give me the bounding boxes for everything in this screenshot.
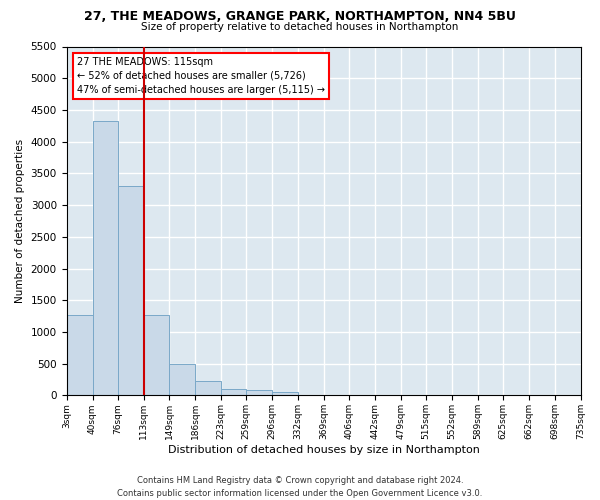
Text: Size of property relative to detached houses in Northampton: Size of property relative to detached ho… <box>142 22 458 32</box>
Bar <box>272 392 298 396</box>
X-axis label: Distribution of detached houses by size in Northampton: Distribution of detached houses by size … <box>167 445 479 455</box>
Y-axis label: Number of detached properties: Number of detached properties <box>15 139 25 303</box>
Bar <box>195 382 221 396</box>
Bar <box>169 364 195 396</box>
Bar <box>246 390 272 396</box>
Bar <box>144 315 169 396</box>
Bar <box>118 186 144 396</box>
Text: 27 THE MEADOWS: 115sqm
← 52% of detached houses are smaller (5,726)
47% of semi-: 27 THE MEADOWS: 115sqm ← 52% of detached… <box>77 57 325 95</box>
Bar <box>92 120 118 396</box>
Bar <box>67 316 92 396</box>
Bar <box>221 389 246 396</box>
Text: 27, THE MEADOWS, GRANGE PARK, NORTHAMPTON, NN4 5BU: 27, THE MEADOWS, GRANGE PARK, NORTHAMPTO… <box>84 10 516 23</box>
Text: Contains HM Land Registry data © Crown copyright and database right 2024.
Contai: Contains HM Land Registry data © Crown c… <box>118 476 482 498</box>
